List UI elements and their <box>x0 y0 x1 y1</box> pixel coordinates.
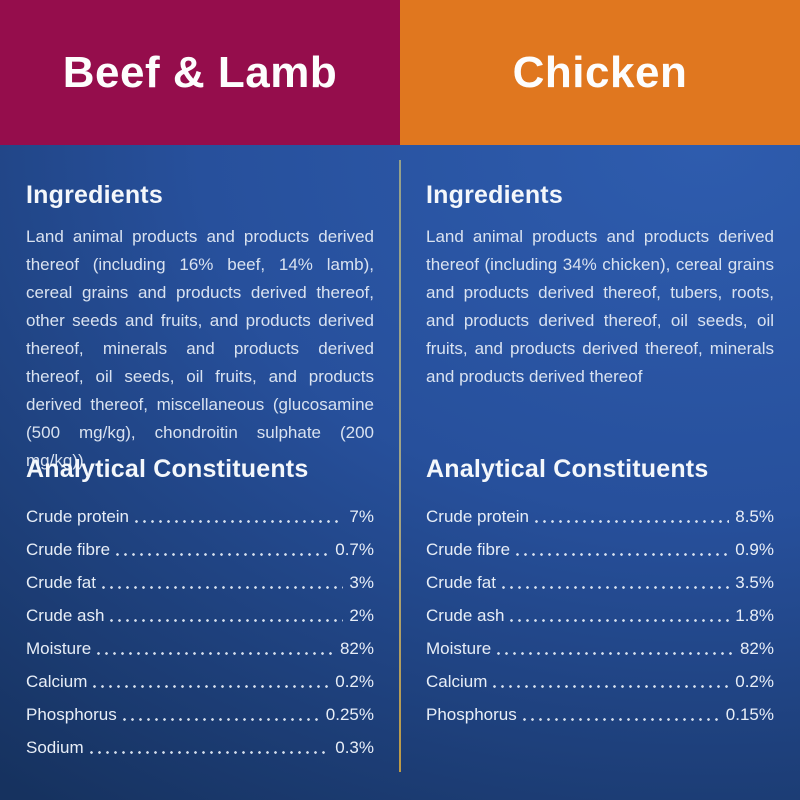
analytical-title: Analytical Constituents <box>26 455 309 483</box>
row-label: Crude ash <box>426 606 505 625</box>
analytical-row-moisture: Moisture 82% <box>426 632 774 665</box>
dotted-leader <box>535 520 730 523</box>
analytical-row-crude-fibre: Crude fibre 0.9% <box>426 533 774 566</box>
header-chicken: Chicken <box>400 0 800 145</box>
row-label: Crude fat <box>26 573 96 592</box>
dotted-leader <box>501 586 730 589</box>
analytical-row-sodium: Sodium 0.3% <box>26 731 374 764</box>
analytical-section-beef-lamb: Analytical Constituents Crude protein 7%… <box>26 455 374 764</box>
analytical-row-crude-fat: Crude fat 3.5% <box>426 566 774 599</box>
row-value: 82% <box>339 639 374 658</box>
dotted-leader <box>110 619 344 622</box>
ingredients-section-chicken: Ingredients Land animal products and pro… <box>426 181 774 391</box>
row-value: 8.5% <box>735 507 774 526</box>
dotted-leader <box>122 718 320 721</box>
header-row: Beef & Lamb Chicken <box>0 0 800 145</box>
dotted-leader <box>97 652 334 655</box>
row-value: 0.15% <box>725 705 774 724</box>
row-value: 7% <box>349 507 374 526</box>
analytical-row-crude-fibre: Crude fibre 0.7% <box>26 533 374 566</box>
ingredients-title: Ingredients <box>426 181 563 209</box>
analytical-row-phosphorus: Phosphorus 0.15% <box>426 698 774 731</box>
analytical-row-moisture: Moisture 82% <box>26 632 374 665</box>
row-value: 0.25% <box>325 705 374 724</box>
column-divider <box>399 160 401 772</box>
row-label: Crude protein <box>426 507 530 526</box>
dotted-leader <box>497 652 734 655</box>
dotted-leader <box>101 586 344 589</box>
row-value: 0.2% <box>335 672 374 691</box>
dotted-leader <box>510 619 730 622</box>
row-label: Moisture <box>26 639 92 658</box>
analytical-row-calcium: Calcium 0.2% <box>26 665 374 698</box>
row-label: Crude fibre <box>426 540 511 559</box>
ingredients-text: Land animal products and products derive… <box>426 227 774 386</box>
ingredients-text: Land animal products and products derive… <box>26 227 374 470</box>
column-chicken: Ingredients Land animal products and pro… <box>400 145 800 800</box>
analytical-title: Analytical Constituents <box>426 455 709 483</box>
row-label: Crude fat <box>426 573 496 592</box>
row-label: Phosphorus <box>426 705 517 724</box>
row-label: Crude protein <box>26 507 130 526</box>
row-label: Calcium <box>26 672 88 691</box>
row-value: 0.9% <box>735 540 774 559</box>
dotted-leader <box>516 553 730 556</box>
ingredients-section-beef-lamb: Ingredients Land animal products and pro… <box>26 181 374 475</box>
row-value: 0.7% <box>335 540 374 559</box>
info-body: Ingredients Land animal products and pro… <box>0 145 800 800</box>
dotted-leader <box>135 520 344 523</box>
analytical-row-crude-ash: Crude ash 2% <box>26 599 374 632</box>
dotted-leader <box>522 718 720 721</box>
analytical-row-phosphorus: Phosphorus 0.25% <box>26 698 374 731</box>
analytical-row-calcium: Calcium 0.2% <box>426 665 774 698</box>
analytical-row-crude-protein: Crude protein 8.5% <box>426 500 774 533</box>
row-value: 3% <box>349 573 374 592</box>
row-value: 3.5% <box>735 573 774 592</box>
ingredients-title: Ingredients <box>26 181 163 209</box>
analytical-section-chicken: Analytical Constituents Crude protein 8.… <box>426 455 774 731</box>
analytical-row-crude-ash: Crude ash 1.8% <box>426 599 774 632</box>
dotted-leader <box>493 685 730 688</box>
row-label: Moisture <box>426 639 492 658</box>
row-label: Crude ash <box>26 606 105 625</box>
row-label: Crude fibre <box>26 540 111 559</box>
row-value: 0.2% <box>735 672 774 691</box>
column-beef-lamb: Ingredients Land animal products and pro… <box>0 145 400 800</box>
row-value: 2% <box>349 606 374 625</box>
row-value: 82% <box>739 639 774 658</box>
analytical-row-crude-protein: Crude protein 7% <box>26 500 374 533</box>
row-label: Phosphorus <box>26 705 117 724</box>
row-label: Sodium <box>26 738 84 757</box>
dotted-leader <box>116 553 330 556</box>
row-value: 1.8% <box>735 606 774 625</box>
row-value: 0.3% <box>335 738 374 757</box>
dotted-leader <box>89 751 330 754</box>
analytical-row-crude-fat: Crude fat 3% <box>26 566 374 599</box>
row-label: Calcium <box>426 672 488 691</box>
header-beef-lamb: Beef & Lamb <box>0 0 400 145</box>
dotted-leader <box>93 685 330 688</box>
